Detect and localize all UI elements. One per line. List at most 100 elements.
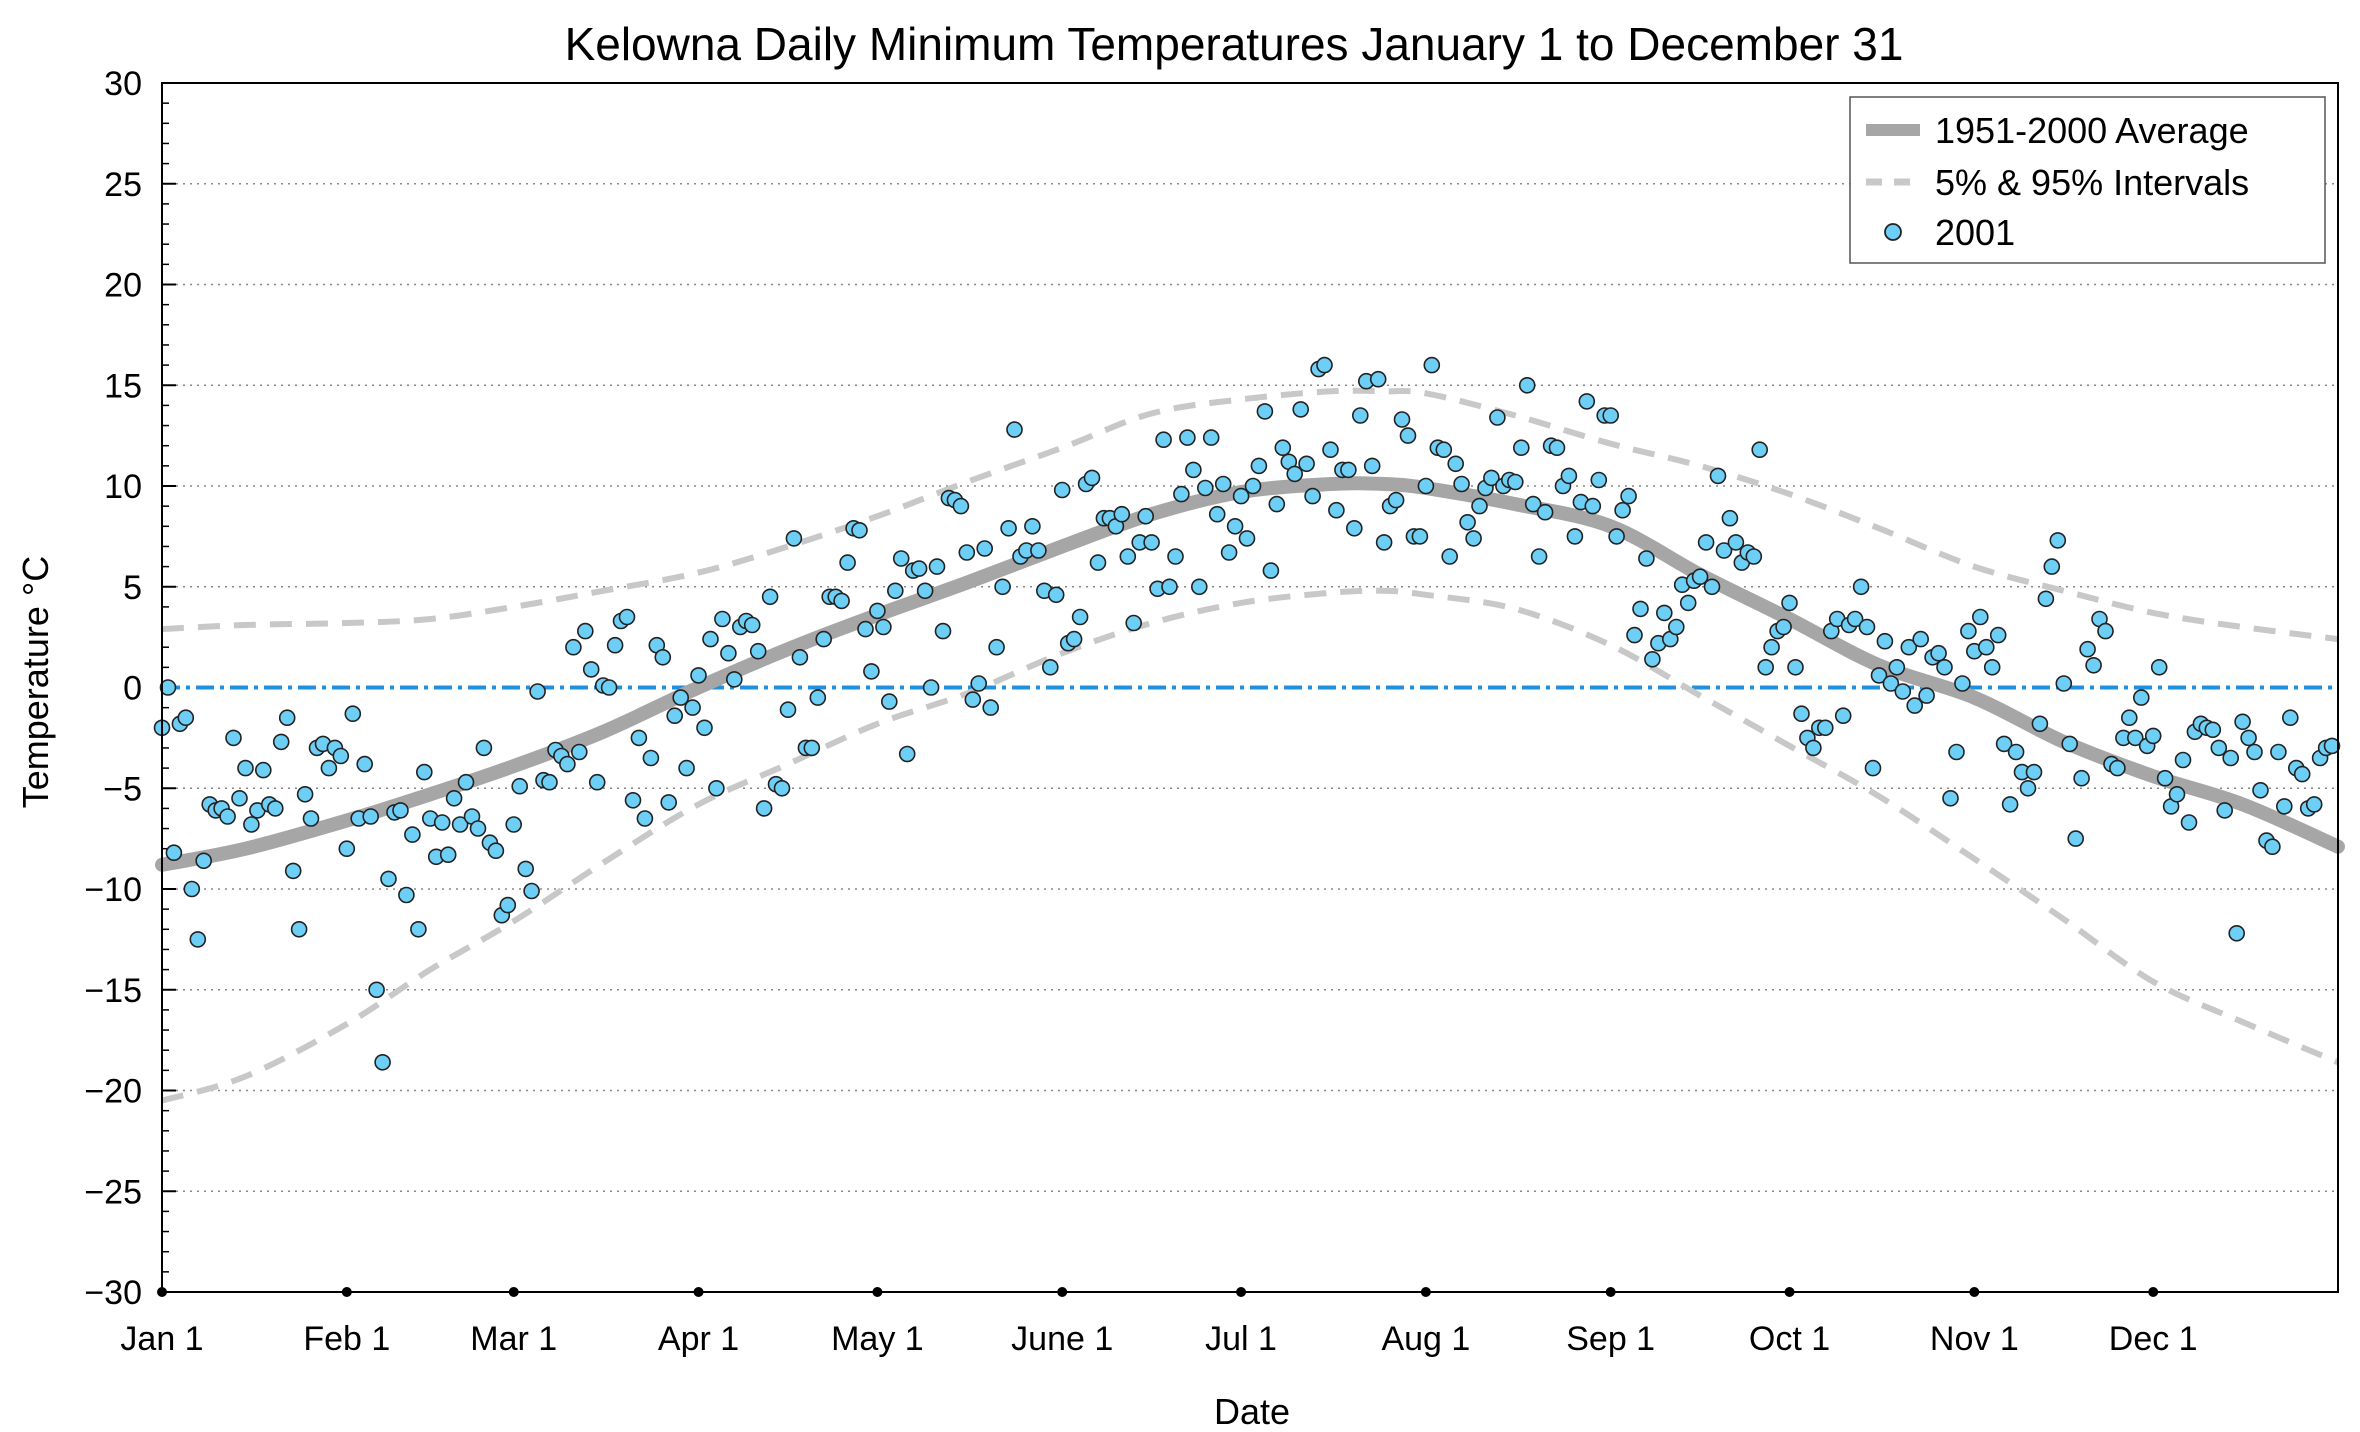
data-point xyxy=(487,842,505,860)
data-point xyxy=(606,636,624,654)
data-point xyxy=(565,638,582,656)
data-point xyxy=(1834,707,1852,725)
data-point xyxy=(1912,630,1929,648)
data-point xyxy=(2150,658,2168,676)
data-point xyxy=(1256,403,1274,420)
data-point xyxy=(1471,497,1488,515)
data-point xyxy=(344,705,362,723)
data-point xyxy=(708,779,725,797)
data-point xyxy=(2282,709,2299,727)
data-point xyxy=(672,689,690,706)
plot-frame xyxy=(161,82,2339,1293)
data-point xyxy=(1346,519,1363,537)
data-point xyxy=(1375,534,1393,551)
data-point xyxy=(243,816,260,833)
x-tick-label: May 1 xyxy=(831,1320,924,1358)
data-point xyxy=(1208,505,1226,523)
data-point xyxy=(189,931,207,948)
data-point xyxy=(290,920,308,938)
y-axis: −30 −25 −20 −15 −10 −5 0 5 10 15 20 25 30 xyxy=(84,65,176,1312)
data-point xyxy=(2323,737,2341,755)
data-point xyxy=(570,743,588,761)
average-line xyxy=(155,476,2345,872)
data-point xyxy=(988,638,1005,656)
x-tick-label: Oct 1 xyxy=(1749,1320,1830,1358)
data-point xyxy=(1155,431,1172,449)
data-point xyxy=(177,709,195,727)
data-point xyxy=(1507,473,1524,491)
data-point xyxy=(231,789,248,807)
data-point xyxy=(219,808,236,825)
data-point xyxy=(278,709,296,727)
data-point xyxy=(1042,658,1059,676)
data-point xyxy=(1852,578,1870,596)
data-point xyxy=(1304,487,1321,505)
x-tick-label: Sep 1 xyxy=(1566,1320,1655,1358)
data-point xyxy=(559,755,576,773)
lower-5-interval-line xyxy=(161,587,2340,1104)
data-point xyxy=(869,602,886,620)
data-point xyxy=(749,642,767,660)
data-point xyxy=(1232,487,1250,505)
data-point xyxy=(1954,675,1971,692)
data-point xyxy=(1620,487,1637,505)
data-point xyxy=(404,826,421,843)
data-point xyxy=(952,497,970,515)
data-point xyxy=(1441,548,1458,565)
data-point xyxy=(2019,779,2037,797)
data-point xyxy=(1214,475,1232,493)
data-point xyxy=(499,896,517,914)
data-point xyxy=(1387,491,1405,509)
data-point xyxy=(1024,517,1041,535)
y-tick-label: −10 xyxy=(84,871,142,909)
data-point xyxy=(1781,594,1798,612)
data-point xyxy=(1298,455,1315,473)
data-point xyxy=(1989,626,2007,644)
data-point xyxy=(1340,461,1357,479)
data-point xyxy=(1518,376,1536,394)
data-point xyxy=(1226,517,1244,535)
data-point xyxy=(1578,393,1596,410)
y-tick-label: −30 xyxy=(84,1274,142,1312)
data-point xyxy=(743,616,761,634)
data-point xyxy=(1679,594,1697,612)
data-point xyxy=(1721,509,1739,527)
data-point xyxy=(272,733,290,751)
data-point xyxy=(1286,465,1303,483)
data-point xyxy=(1137,507,1154,525)
data-point xyxy=(362,808,380,825)
data-point xyxy=(183,880,201,898)
data-point xyxy=(1465,530,1482,547)
data-point xyxy=(237,759,254,777)
data-point xyxy=(1668,618,1685,636)
data-point xyxy=(1220,544,1238,561)
data-point xyxy=(2276,798,2293,815)
data-point xyxy=(2097,622,2114,640)
data-point xyxy=(916,582,934,600)
data-point xyxy=(2234,713,2251,731)
data-point xyxy=(1656,604,1673,622)
data-point xyxy=(2031,715,2049,733)
data-point xyxy=(2174,751,2192,769)
x-tick-label: Feb 1 xyxy=(303,1320,390,1358)
data-point xyxy=(1453,475,1470,493)
data-point xyxy=(284,862,302,880)
data-point xyxy=(1906,697,1923,714)
data-point xyxy=(2121,709,2138,727)
data-point xyxy=(1876,632,1894,650)
x-tick-label: Jan 1 xyxy=(120,1320,203,1358)
data-point xyxy=(1328,501,1345,519)
data-point xyxy=(624,791,642,809)
data-point xyxy=(457,773,475,791)
data-point xyxy=(1602,407,1619,424)
data-point xyxy=(678,759,695,777)
data-point xyxy=(666,707,684,725)
data-point xyxy=(1161,578,1178,596)
data-point xyxy=(1614,501,1631,519)
y-tick-label: 30 xyxy=(104,65,142,103)
data-point xyxy=(857,620,874,638)
data-point xyxy=(1006,421,1023,438)
data-point xyxy=(1626,626,1643,644)
data-point xyxy=(714,610,731,628)
